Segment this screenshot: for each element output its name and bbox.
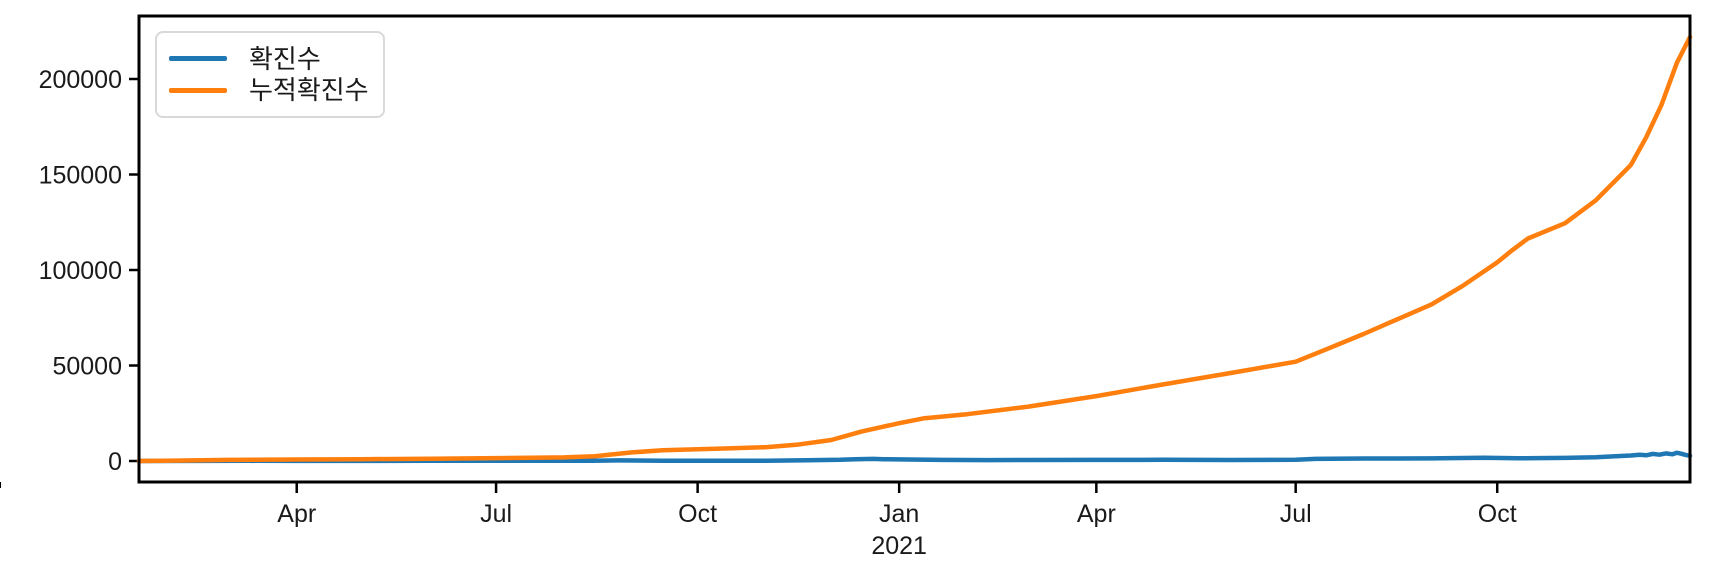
daily-confirmed-line xyxy=(136,450,1693,464)
legend-line-swatch-cumulative xyxy=(169,87,227,93)
y-tick-label: 100000 xyxy=(39,257,122,285)
y-tick-label: 0 xyxy=(108,448,122,476)
legend-line-swatch-daily xyxy=(169,56,227,62)
plot-frame xyxy=(137,14,1692,484)
x-tick-label: Jul xyxy=(1280,500,1312,528)
x-tick-label: Apr xyxy=(1077,500,1116,528)
x-tick-label: Oct xyxy=(678,500,717,528)
legend-label-cumulative: 누적확진수 xyxy=(249,75,369,106)
x-tick-label: Apr xyxy=(277,500,316,528)
x-tick-label: Jul xyxy=(480,500,512,528)
y-tick-label: 200000 xyxy=(39,66,122,94)
x-tick-label: Jan xyxy=(879,500,919,528)
legend: 확진수 누적확진수 xyxy=(155,31,385,118)
legend-item-cumulative-confirmed: 누적확진수 xyxy=(169,75,369,107)
x-tick-label: Oct xyxy=(1478,500,1517,528)
legend-label-daily: 확진수 xyxy=(249,43,321,74)
y-tick-label: 150000 xyxy=(39,162,122,190)
y-tick-label: 50000 xyxy=(52,353,122,381)
cumulative-confirmed-line xyxy=(136,34,1693,464)
legend-item-daily-confirmed: 확진수 xyxy=(169,43,367,75)
x-axis-year-label: 2021 xyxy=(871,532,927,560)
